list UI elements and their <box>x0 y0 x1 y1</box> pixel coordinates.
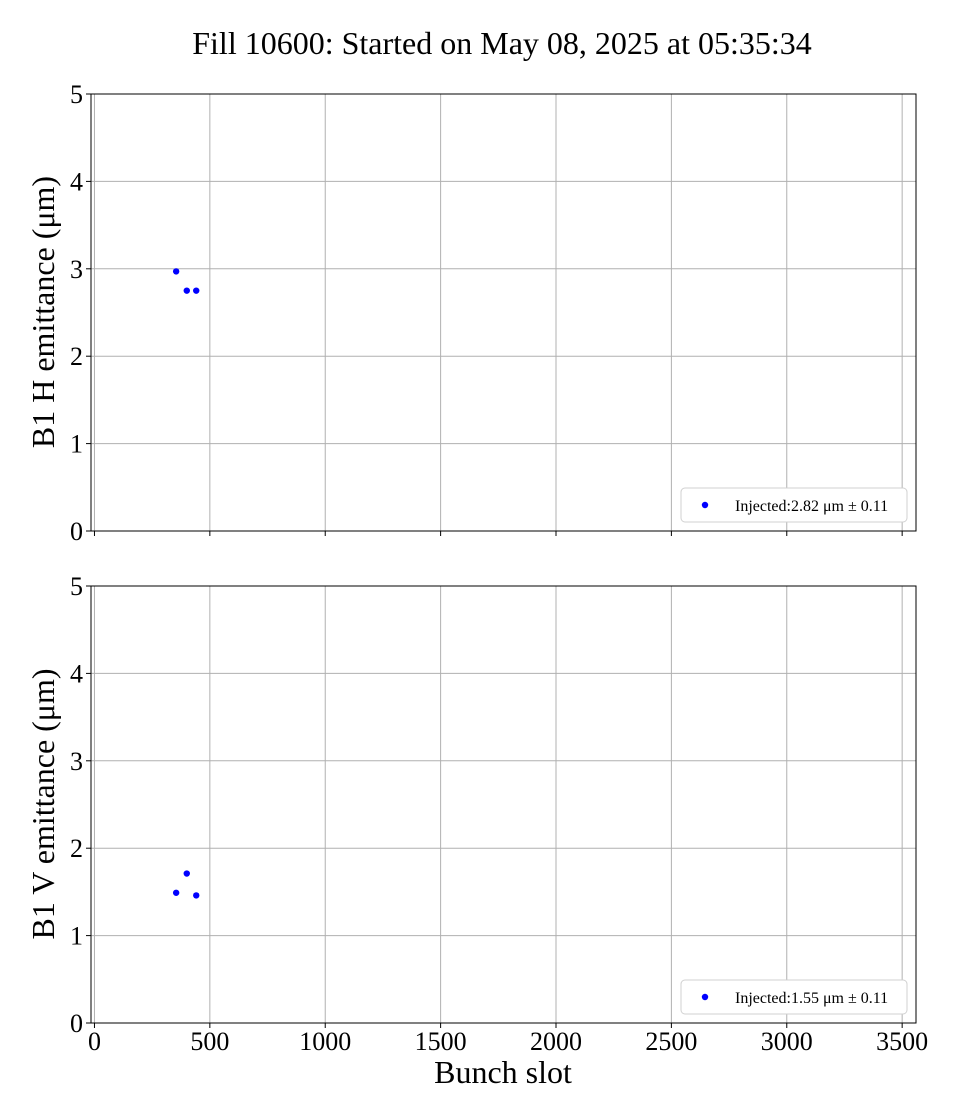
chart-title: Fill 10600: Started on May 08, 2025 at 0… <box>192 25 812 61</box>
y-tick-label: 2 <box>70 834 83 863</box>
data-point <box>183 870 190 877</box>
y-tick-label: 3 <box>70 255 83 284</box>
y-tick-label: 2 <box>70 342 83 371</box>
y-tick-label: 5 <box>70 572 83 601</box>
data-point <box>193 892 200 899</box>
x-tick-label: 2000 <box>530 1027 582 1056</box>
y-axis-label: B1 V emittance (μm) <box>25 668 61 939</box>
y-tick-label: 4 <box>70 167 83 196</box>
y-tick-label: 3 <box>70 747 83 776</box>
y-axis-label: B1 H emittance (μm) <box>25 176 61 448</box>
legend-box <box>680 979 908 1015</box>
legend-marker <box>701 501 709 509</box>
y-tick-label: 5 <box>70 80 83 109</box>
panel-1: 0 1 2 3 4 5 B1 H emittance (μm) Injected:2.82 μ… <box>25 80 917 546</box>
x-axis-label: Bunch slot <box>434 1054 572 1090</box>
x-tick-label: 0 <box>88 1027 101 1056</box>
y-tick-label: 1 <box>70 430 83 459</box>
y-tick-label: 1 <box>70 922 83 951</box>
legend-marker <box>701 993 709 1001</box>
x-tick-label: 500 <box>190 1027 229 1056</box>
legend-label: Injected:1.55 μm ± 0.11 <box>735 990 888 1007</box>
x-tick-label: 1000 <box>299 1027 351 1056</box>
x-tick-label: 2500 <box>645 1027 697 1056</box>
y-tick-label: 0 <box>70 1009 83 1038</box>
data-point <box>172 889 180 896</box>
x-tick-label: 3500 <box>876 1027 928 1056</box>
data-point <box>183 287 190 294</box>
legend: Injected:2.82 μm ± 0.11 <box>680 487 908 523</box>
panel-2: 0 1 2 3 4 5 0 500 1000 1500 2000 2500 3000 3500 B1 V e… <box>25 572 928 1056</box>
legend-box <box>680 487 908 523</box>
x-tick-label: 3000 <box>761 1027 813 1056</box>
x-tick-label: 1500 <box>415 1027 467 1056</box>
legend-label: Injected:2.82 μm ± 0.11 <box>735 498 888 515</box>
data-point <box>172 268 180 275</box>
y-tick-label: 0 <box>70 517 83 546</box>
plot-frame <box>90 585 917 1024</box>
legend: Injected:1.55 μm ± 0.11 <box>680 979 908 1015</box>
plot-frame <box>90 93 917 532</box>
y-tick-label: 4 <box>70 659 83 688</box>
data-point <box>193 287 200 294</box>
